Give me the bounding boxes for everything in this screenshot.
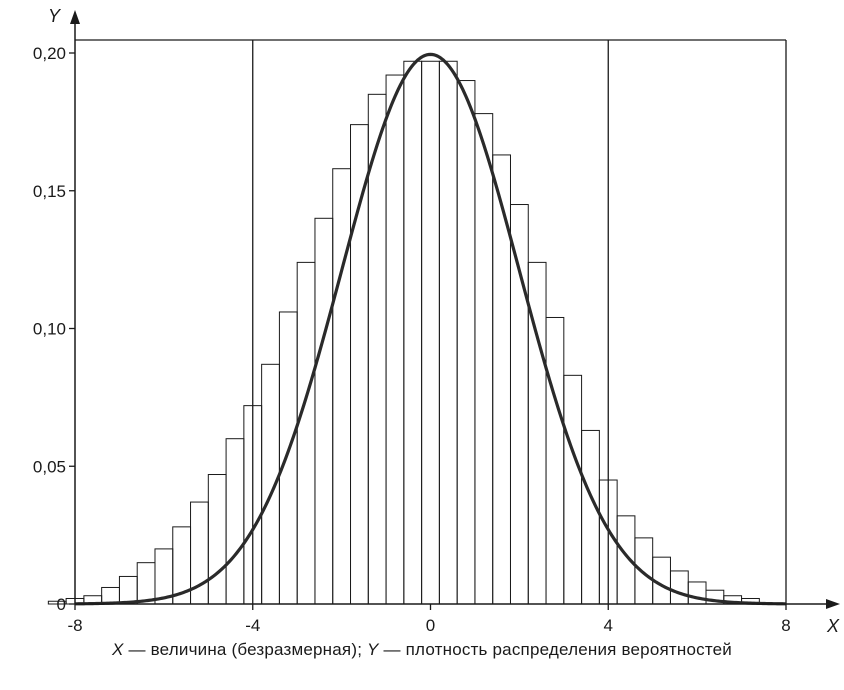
- figure-caption: X — величина (безразмерная); Y — плотнос…: [0, 640, 844, 660]
- caption-x-symbol: X: [112, 640, 124, 659]
- histogram-bars: [47, 60, 760, 605]
- chart-svg: -8 -4 0 4 8 0 0,05 0,10 0,15 0,20 Y X: [33, 6, 840, 636]
- histogram-bar: [332, 168, 352, 605]
- x-tick-label: 0: [426, 616, 435, 635]
- histogram-bar: [545, 316, 565, 605]
- y-tick-label: 0: [57, 595, 66, 614]
- histogram-bar: [581, 429, 600, 605]
- x-tick-label: 8: [781, 616, 790, 635]
- histogram-bar: [118, 575, 138, 605]
- histogram-bar: [421, 60, 440, 605]
- x-tick-label: -4: [245, 616, 260, 635]
- x-axis-arrow-icon: [826, 599, 840, 609]
- histogram-bar: [669, 570, 689, 605]
- y-tick-label: 0,15: [33, 182, 66, 201]
- density-curve: [74, 52, 787, 606]
- histogram-bar: [296, 261, 316, 605]
- caption-x-text: — величина (безразмерная);: [123, 640, 368, 659]
- axes: [69, 10, 840, 610]
- y-tick-label: 0,05: [33, 457, 66, 476]
- histogram-bar: [385, 74, 405, 605]
- histogram-bar: [474, 113, 494, 605]
- y-axis-label: Y: [48, 6, 62, 26]
- density-curve-group: [74, 52, 787, 606]
- histogram-bar: [136, 562, 156, 605]
- y-tick-label: 0,20: [33, 44, 66, 63]
- y-tick-label: 0,10: [33, 320, 66, 339]
- histogram-bar: [687, 581, 707, 605]
- y-axis-arrow-icon: [70, 10, 80, 24]
- histogram-bar: [225, 438, 245, 605]
- caption-y-text: — плотность распределения вероятностей: [378, 640, 732, 659]
- tick-labels: -8 -4 0 4 8 0 0,05 0,10 0,15 0,20: [33, 44, 791, 635]
- histogram-bar: [634, 537, 654, 605]
- histogram-bar: [438, 60, 458, 605]
- plot-frame: [75, 39, 787, 604]
- histogram-bar: [456, 80, 476, 605]
- reference-lines: [252, 40, 609, 604]
- histogram-bar: [207, 474, 227, 605]
- x-tick-label: -8: [67, 616, 82, 635]
- x-axis-label: X: [826, 616, 840, 636]
- caption-y-symbol: Y: [367, 640, 379, 659]
- histogram-bar: [314, 217, 334, 605]
- histogram-bar: [278, 311, 298, 605]
- histogram-bar: [563, 374, 583, 605]
- histogram-bar: [403, 60, 423, 605]
- histogram-bar: [350, 124, 369, 605]
- x-tick-label: 4: [604, 616, 613, 635]
- histogram-bar: [367, 93, 387, 605]
